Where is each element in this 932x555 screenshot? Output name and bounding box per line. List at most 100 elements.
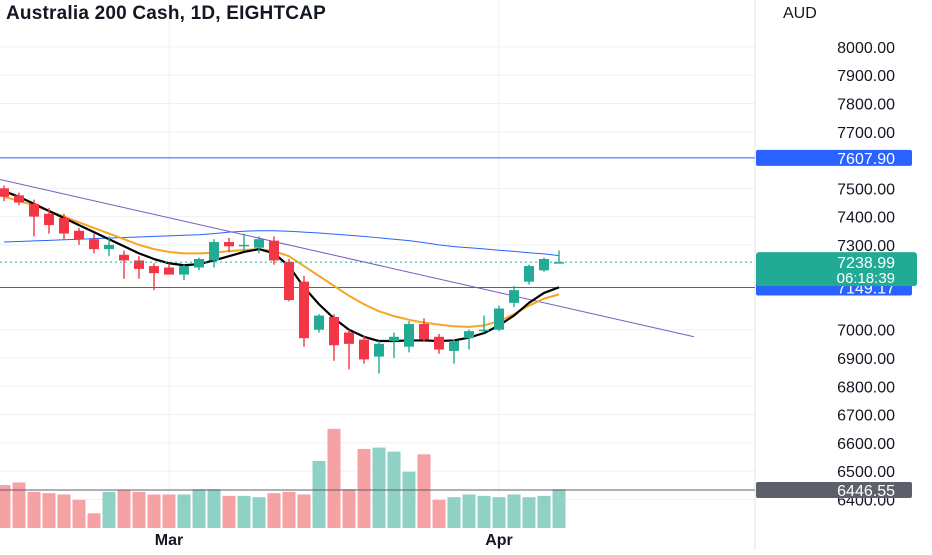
volume-bar	[27, 491, 41, 528]
volume-bar	[477, 495, 491, 528]
volume-bar	[222, 495, 236, 528]
volume-bar	[267, 493, 281, 528]
y-tick-label: 7300.00	[837, 238, 895, 255]
volume-bar	[507, 494, 521, 528]
volume-bar	[87, 513, 101, 528]
candle-body	[209, 242, 219, 261]
candle-body	[554, 262, 564, 264]
volume-bar	[177, 494, 191, 528]
y-tick-label: 7700.00	[837, 125, 895, 142]
volume-bar	[237, 495, 251, 528]
volume-bar	[312, 461, 326, 528]
candle-body	[494, 308, 504, 330]
candle-body	[299, 281, 309, 339]
candle-body	[404, 324, 414, 347]
candle-body	[524, 266, 534, 282]
volume-bar	[282, 491, 296, 528]
y-tick-label: 7500.00	[837, 181, 895, 198]
candle-body	[419, 324, 429, 340]
volume-bar	[432, 499, 446, 528]
candle-body	[449, 341, 459, 351]
candle-body	[389, 336, 399, 342]
last-price-label: 7238.99	[837, 255, 895, 272]
candle-body	[434, 336, 444, 350]
volume-bar	[147, 494, 161, 528]
volume-bar	[162, 494, 176, 528]
level-label: 7607.90	[837, 151, 895, 168]
candle-body	[479, 329, 489, 332]
y-tick-label: 6900.00	[837, 351, 895, 368]
trendline	[0, 179, 695, 338]
y-tick-label: 6800.00	[837, 379, 895, 396]
countdown-label: 06:18:39	[837, 270, 895, 287]
x-tick-label: Apr	[485, 532, 513, 549]
volume-bar	[552, 489, 566, 528]
volume-bar	[102, 491, 116, 528]
candle-body	[44, 213, 54, 226]
volume-bar	[402, 471, 416, 528]
candle-body	[464, 331, 474, 339]
volume-bar	[372, 447, 386, 528]
volume-bar	[57, 494, 71, 528]
candle-body	[149, 266, 159, 274]
y-tick-label: 7000.00	[837, 323, 895, 340]
volume-bar	[0, 485, 11, 528]
candle-body	[104, 244, 114, 250]
currency-label: AUD	[783, 5, 817, 22]
y-tick-label: 8000.00	[837, 40, 895, 57]
y-tick-label: 6600.00	[837, 436, 895, 453]
y-tick-label: 7800.00	[837, 97, 895, 114]
candle-body	[344, 332, 354, 344]
candle-body	[224, 242, 234, 247]
candle-body	[359, 339, 369, 360]
x-tick-label: Mar	[155, 532, 183, 549]
volume-bar	[447, 497, 461, 528]
candle-body	[29, 203, 39, 217]
volume-bar	[492, 497, 506, 528]
candle-body	[284, 261, 294, 301]
volume-bar	[252, 497, 266, 528]
candle-body	[134, 260, 144, 269]
moving-average-slow	[3, 195, 560, 328]
candle-body	[164, 267, 174, 275]
volume-bar	[522, 497, 536, 528]
volume-bar	[72, 499, 86, 528]
moving-average-long	[3, 230, 560, 257]
candle-body	[179, 266, 189, 275]
candle-body	[119, 254, 129, 261]
y-tick-label: 6500.00	[837, 464, 895, 481]
y-tick-label: 7400.00	[837, 210, 895, 227]
candle-body	[74, 230, 84, 240]
volume-bar	[357, 448, 371, 528]
candle-body	[14, 195, 24, 203]
candle-body	[329, 316, 339, 346]
candle-body	[269, 240, 279, 261]
candle-body	[0, 188, 9, 197]
volume-bar	[417, 454, 431, 528]
candle-body	[59, 218, 69, 234]
volume-bar	[462, 494, 476, 528]
volume-bar	[42, 493, 56, 528]
volume-bar	[207, 489, 221, 528]
level-label-box	[756, 149, 912, 166]
y-tick-label: 7900.00	[837, 68, 895, 85]
volume-bar	[132, 491, 146, 528]
candle-body	[374, 343, 384, 357]
moving-average-fast	[3, 190, 560, 343]
volume-bar	[297, 494, 311, 528]
candle-body	[314, 315, 324, 330]
volume-bar	[117, 490, 131, 528]
candle-body	[539, 259, 549, 271]
candle-body	[194, 259, 204, 268]
candle-body	[254, 239, 264, 248]
y-tick-label: 6700.00	[837, 408, 895, 425]
candle-body	[509, 290, 519, 303]
chart-title: Australia 200 Cash, 1D, EIGHTCAP	[6, 3, 327, 24]
candle-body	[89, 239, 99, 250]
volume-level-label-box	[756, 482, 912, 498]
candle-body	[239, 244, 249, 247]
volume-bar	[12, 482, 26, 528]
last-price-label-box	[756, 252, 917, 287]
